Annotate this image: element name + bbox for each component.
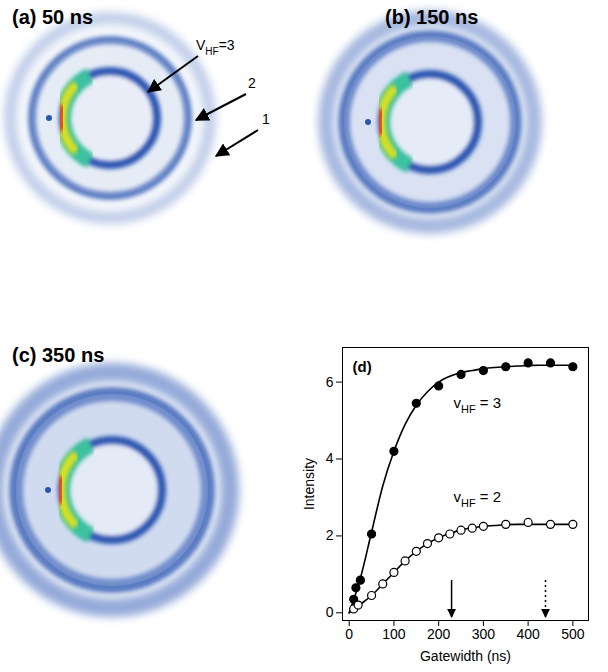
svg-text:(b) 150 ns: (b) 150 ns xyxy=(385,6,478,28)
svg-text:(a) 50 ns: (a) 50 ns xyxy=(12,6,93,28)
svg-text:6: 6 xyxy=(326,374,334,390)
svg-text:0: 0 xyxy=(345,626,353,642)
svg-text:200: 200 xyxy=(427,626,451,642)
svg-text:500: 500 xyxy=(561,626,585,642)
svg-text:400: 400 xyxy=(516,626,540,642)
svg-text:Gatewidth (ns): Gatewidth (ns) xyxy=(420,648,511,664)
svg-text:2: 2 xyxy=(248,75,256,91)
svg-text:VHF=3: VHF=3 xyxy=(196,37,235,57)
svg-text:vHF = 2: vHF = 2 xyxy=(454,488,502,509)
svg-text:2: 2 xyxy=(326,527,334,543)
svg-text:vHF = 3: vHF = 3 xyxy=(454,394,502,415)
svg-text:0: 0 xyxy=(326,604,334,620)
svg-text:Intensity: Intensity xyxy=(301,458,317,510)
svg-text:100: 100 xyxy=(382,626,406,642)
svg-text:4: 4 xyxy=(326,450,334,466)
svg-text:1: 1 xyxy=(262,111,270,127)
svg-text:(c) 350 ns: (c) 350 ns xyxy=(12,344,104,366)
svg-text:(d): (d) xyxy=(353,358,372,375)
svg-text:300: 300 xyxy=(472,626,496,642)
